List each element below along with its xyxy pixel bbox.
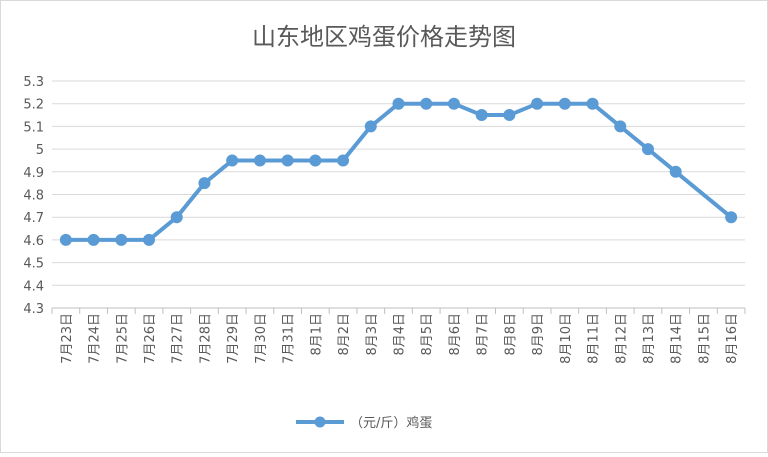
legend: （元/斤）鸡蛋 bbox=[296, 415, 432, 431]
y-tick-label: 5.3 bbox=[23, 75, 44, 90]
x-tick-label: 8月7日 bbox=[476, 313, 491, 356]
x-tick-label: 8月9日 bbox=[531, 313, 546, 356]
data-point bbox=[309, 154, 322, 167]
x-axis bbox=[51, 307, 746, 314]
y-tick-label: 4.4 bbox=[23, 279, 44, 294]
data-point bbox=[281, 154, 294, 167]
data-point bbox=[87, 233, 100, 246]
x-tick-label: 7月24日 bbox=[88, 313, 103, 364]
x-tick-label: 8月2日 bbox=[337, 313, 352, 356]
legend-label: （元/斤）鸡蛋 bbox=[350, 415, 432, 431]
data-point bbox=[586, 97, 599, 110]
y-tick-label: 4.8 bbox=[23, 189, 44, 204]
y-tick-label: 4.6 bbox=[23, 234, 44, 249]
data-point bbox=[115, 233, 128, 246]
x-axis-ticks: 7月23日 7月24日 7月25日 7月26日 7月27日 7月28日 7月29日 7月30日… bbox=[60, 313, 740, 364]
gridlines bbox=[52, 80, 745, 309]
y-tick-label: 5 bbox=[36, 143, 44, 158]
y-tick-label: 5.2 bbox=[23, 98, 44, 113]
data-point bbox=[531, 97, 544, 110]
x-tick-label: 8月4日 bbox=[393, 313, 408, 356]
data-point bbox=[725, 211, 738, 224]
data-point bbox=[669, 165, 682, 178]
y-tick-label: 4.5 bbox=[23, 257, 44, 272]
x-tick-label: 8月5日 bbox=[420, 313, 435, 356]
x-tick-label: 8月8日 bbox=[503, 313, 518, 356]
x-tick-label: 8月1日 bbox=[309, 313, 324, 356]
data-point bbox=[337, 154, 350, 167]
x-tick-label: 8月16日 bbox=[725, 313, 740, 364]
x-tick-label: 7月30日 bbox=[254, 313, 269, 364]
legend-swatch-marker bbox=[314, 416, 326, 428]
data-point bbox=[170, 211, 183, 224]
x-tick-label: 7月26日 bbox=[143, 313, 158, 364]
x-tick-label: 7月25日 bbox=[115, 313, 130, 364]
series-group bbox=[59, 97, 738, 246]
x-tick-label: 7月29日 bbox=[226, 313, 241, 364]
data-point bbox=[614, 120, 627, 133]
data-point bbox=[475, 109, 488, 122]
data-point bbox=[364, 120, 377, 133]
data-point bbox=[143, 233, 156, 246]
x-tick-label: 8月6日 bbox=[448, 313, 463, 356]
y-tick-label: 4.7 bbox=[23, 211, 44, 226]
x-tick-label: 7月28日 bbox=[198, 313, 213, 364]
x-tick-label: 8月13日 bbox=[642, 313, 657, 364]
y-tick-label: 4.9 bbox=[23, 166, 44, 181]
y-tick-label: 5.1 bbox=[23, 120, 44, 135]
x-tick-label: 8月14日 bbox=[670, 313, 685, 364]
y-tick-label: 4.3 bbox=[23, 302, 44, 317]
x-tick-label: 8月11日 bbox=[587, 313, 602, 364]
data-point bbox=[447, 97, 460, 110]
x-tick-label: 8月3日 bbox=[365, 313, 380, 356]
data-point bbox=[59, 233, 72, 246]
x-tick-label: 7月27日 bbox=[171, 313, 186, 364]
data-point bbox=[558, 97, 571, 110]
data-point bbox=[198, 177, 211, 190]
data-point bbox=[503, 109, 516, 122]
data-point bbox=[392, 97, 405, 110]
x-tick-label: 8月10日 bbox=[559, 313, 574, 364]
chart-title: 山东地区鸡蛋价格走势图 bbox=[252, 23, 516, 51]
data-point bbox=[226, 154, 239, 167]
x-tick-label: 7月23日 bbox=[60, 313, 75, 364]
x-tick-label: 8月15日 bbox=[697, 313, 712, 364]
data-point bbox=[641, 143, 654, 156]
x-tick-label: 8月12日 bbox=[614, 313, 629, 364]
data-point bbox=[253, 154, 266, 167]
y-axis-ticks: 4.3 4.4 4.5 4.6 4.7 4.8 4.9 5 5.1 5.2 5.3 bbox=[23, 75, 44, 317]
x-tick-label: 7月31日 bbox=[282, 313, 297, 364]
data-point bbox=[420, 97, 433, 110]
